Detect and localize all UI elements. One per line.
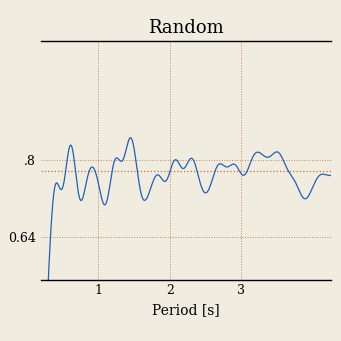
X-axis label: Period [s]: Period [s]	[152, 303, 220, 317]
Title: Random: Random	[148, 19, 224, 36]
